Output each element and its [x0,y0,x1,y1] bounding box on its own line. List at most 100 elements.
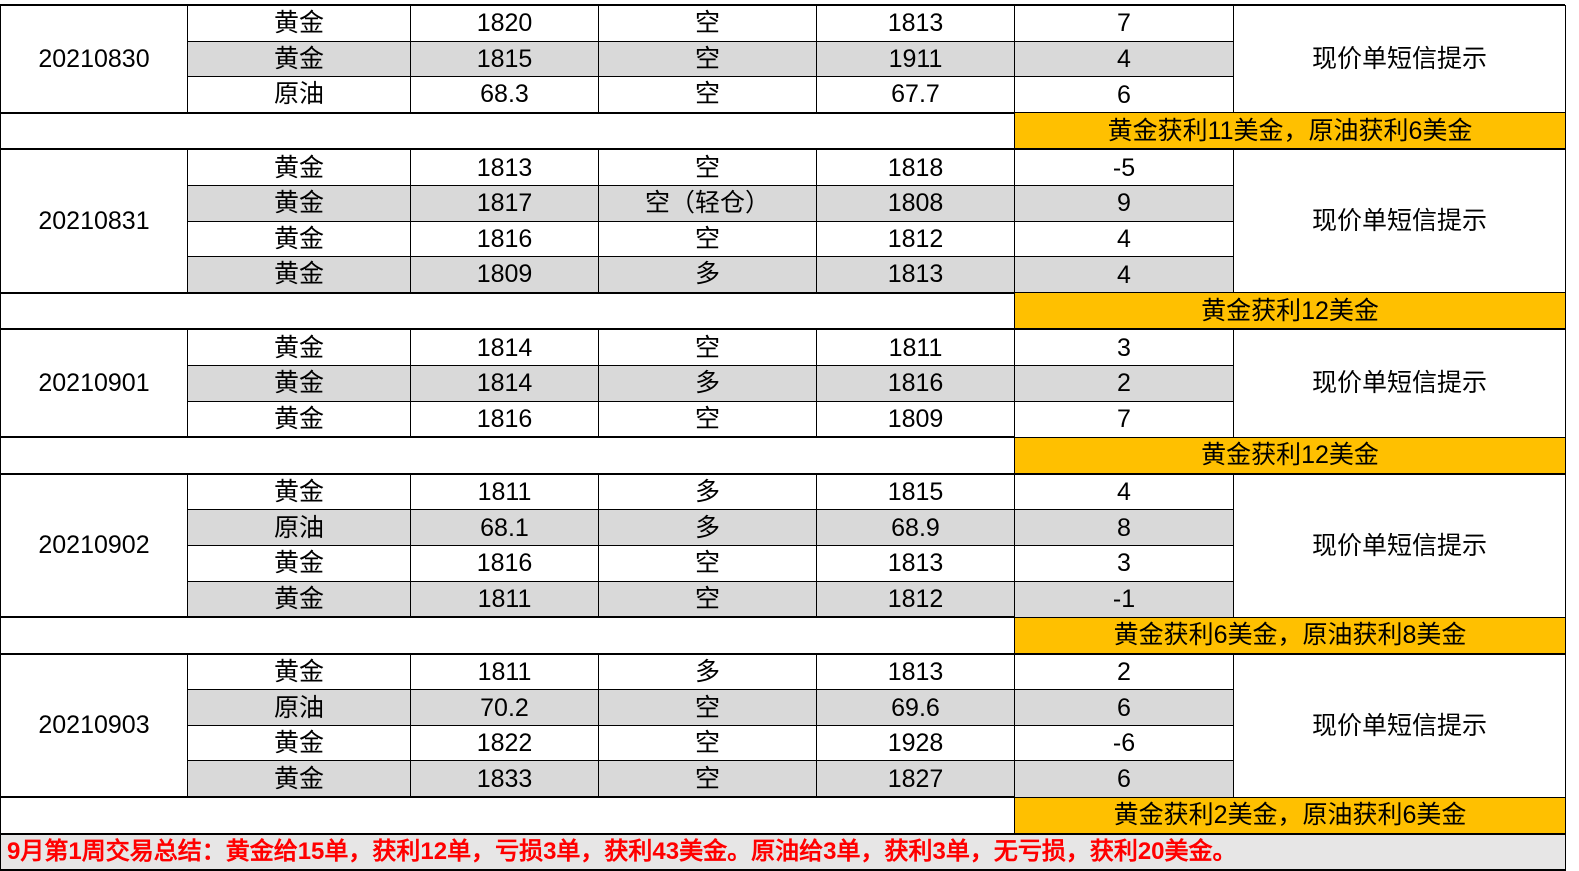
cell-direction: 空 [598,148,817,186]
cell-exit-price: 1812 [816,220,1015,258]
blank-cell [0,436,1015,475]
cell-product: 原油 [187,509,411,546]
cell-entry-price: 70.2 [410,689,599,726]
table-row: 黄金 1816 空 1812 4 [1,220,1566,258]
cell-exit-price: 1808 [816,184,1015,222]
blank-cell [0,796,1015,835]
note-cell: 现价单短信提示 [1233,328,1566,438]
daily-summary: 黄金获利11美金，原油获利6美金 [1014,112,1566,151]
cell-exit-price: 1911 [816,40,1015,78]
cell-exit-price: 68.9 [816,509,1015,546]
cell-exit-price: 1809 [816,400,1015,438]
summary-row: 黄金获利2美金，原油获利6美金 [0,796,1566,835]
cell-direction: 空（轻仓） [598,184,817,222]
top-edge [0,0,1565,6]
cell-direction: 空 [598,76,817,114]
cell-product: 黄金 [187,760,411,798]
cell-entry-price: 1814 [410,364,599,402]
cell-product: 原油 [187,689,411,726]
cell-entry-price: 1816 [410,220,599,258]
table-row: 黄金 1817 空（轻仓） 1808 9 [1,184,1566,222]
blank-cell [0,291,1015,331]
cell-product: 黄金 [187,148,411,186]
cell-exit-price: 1815 [816,473,1015,511]
cell-exit-price: 1813 [816,5,1015,42]
blank-cell [0,111,1015,151]
trade-date: 20210830 [0,4,188,114]
cell-profit: 6 [1014,76,1234,114]
cell-direction: 空 [598,580,817,618]
cell-profit: 4 [1014,473,1234,511]
cell-profit: 2 [1014,364,1234,402]
cell-entry-price: 1811 [410,653,599,691]
cell-product: 黄金 [187,400,411,438]
cell-direction: 多 [598,256,817,294]
cell-entry-price: 1820 [410,5,599,42]
cell-profit: 4 [1014,256,1234,294]
cell-entry-price: 1816 [410,400,599,438]
cell-entry-price: 1813 [410,148,599,186]
table-row: 20210902 黄金 1811 多 1815 4 现价单短信提示 [0,473,1566,618]
cell-direction: 空 [598,724,817,762]
cell-direction: 多 [598,364,817,402]
summary-row: 黄金获利6美金，原油获利8美金 [0,616,1566,655]
cell-exit-price: 67.7 [816,76,1015,114]
cell-profit: 4 [1014,220,1234,258]
cell-product: 黄金 [187,184,411,222]
table-row: 原油 70.2 空 69.6 6 [1,689,1566,726]
note-cell: 现价单短信提示 [1233,653,1566,798]
table-row: 黄金 1809 多 1813 4 [1,256,1566,294]
cell-product: 黄金 [187,256,411,294]
cell-profit: -1 [1014,580,1234,618]
table-row: 黄金 1816 空 1813 3 [1,544,1566,582]
cell-exit-price: 69.6 [816,689,1015,726]
summary-row: 黄金获利12美金 [0,291,1566,331]
cell-entry-price: 1816 [410,544,599,582]
cell-entry-price: 1811 [410,473,599,511]
cell-direction: 空 [598,5,817,42]
cell-exit-price: 1813 [816,653,1015,691]
cell-product: 黄金 [187,364,411,402]
cell-exit-price: 1812 [816,580,1015,618]
cell-product: 黄金 [187,580,411,618]
cell-exit-price: 1813 [816,256,1015,294]
cell-profit: -5 [1014,148,1234,186]
cell-entry-price: 1811 [410,580,599,618]
trade-table: 20210830 黄金 1820 空 1813 7 现价单短信提示 黄金 1815 空 1911 4 原… [0,4,1566,871]
table-row: 黄金 1814 多 1816 2 [1,364,1566,402]
cell-profit: 3 [1014,544,1234,582]
cell-exit-price: 1816 [816,364,1015,402]
cell-product: 黄金 [187,328,411,366]
summary-row: 黄金获利12美金 [0,436,1566,475]
cell-direction: 多 [598,509,817,546]
cell-profit: 7 [1014,5,1234,42]
cell-profit: 2 [1014,653,1234,691]
cell-direction: 空 [598,328,817,366]
cell-entry-price: 1817 [410,184,599,222]
cell-profit: 7 [1014,400,1234,438]
cell-exit-price: 1827 [816,760,1015,798]
cell-product: 黄金 [187,544,411,582]
trade-date: 20210901 [0,328,188,438]
cell-product: 黄金 [187,220,411,258]
cell-profit: 6 [1014,760,1234,798]
table-row: 20210901 黄金 1814 空 1811 3 现价单短信提示 [0,328,1566,438]
cell-exit-price: 1811 [816,328,1015,366]
cell-product: 黄金 [187,473,411,511]
cell-product: 黄金 [187,653,411,691]
cell-direction: 多 [598,653,817,691]
note-cell: 现价单短信提示 [1233,4,1566,114]
cell-direction: 空 [598,760,817,798]
cell-profit: 8 [1014,509,1234,546]
trade-date: 20210831 [0,148,188,294]
daily-summary: 黄金获利6美金，原油获利8美金 [1014,616,1566,655]
daily-summary: 黄金获利12美金 [1014,292,1566,331]
summary-row: 黄金获利11美金，原油获利6美金 [0,111,1566,151]
cell-entry-price: 1833 [410,760,599,798]
daily-summary: 黄金获利2美金，原油获利6美金 [1014,796,1566,835]
cell-exit-price: 1813 [816,544,1015,582]
blank-cell [0,616,1015,655]
cell-direction: 空 [598,40,817,78]
cell-entry-price: 68.3 [410,76,599,114]
cell-exit-price: 1818 [816,148,1015,186]
